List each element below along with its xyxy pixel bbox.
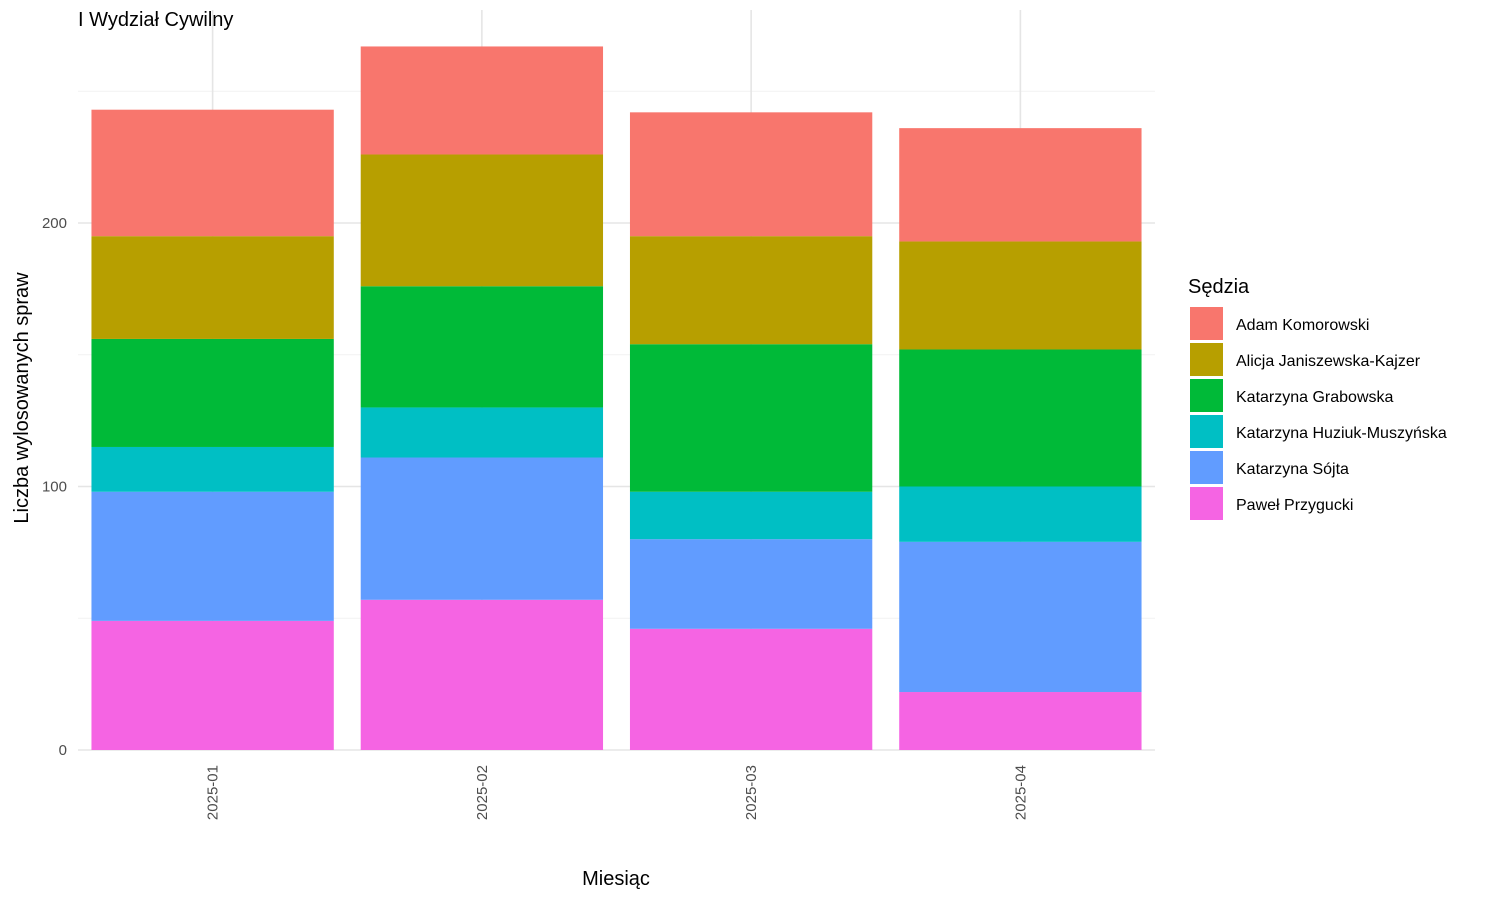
- bar-segment: [91, 236, 334, 339]
- legend: Sędzia Adam Komorowski Alicja Janiszewska…: [1188, 276, 1447, 520]
- bar-segment: [899, 241, 1142, 350]
- legend-swatch: [1190, 451, 1223, 484]
- bar-segment: [91, 446, 334, 492]
- bar-segment: [360, 46, 604, 155]
- bar-segment: [91, 491, 334, 621]
- legend-swatch: [1190, 343, 1223, 376]
- bar-segment: [91, 109, 334, 237]
- bar-segment: [899, 541, 1142, 693]
- bar-segment: [360, 457, 604, 600]
- legend-label: Alicja Janiszewska-Kajzer: [1236, 353, 1421, 370]
- legend-label: Katarzyna Huziuk-Muszyńska: [1236, 425, 1447, 442]
- bar-segment: [360, 286, 604, 408]
- legend-title: Sędzia: [1188, 276, 1250, 298]
- y-axis-ticks: 0 100 200: [42, 215, 67, 759]
- legend-label: Katarzyna Sójta: [1236, 461, 1349, 478]
- bar-segment: [360, 407, 604, 458]
- bar-segment: [899, 349, 1142, 487]
- legend-swatch: [1190, 487, 1223, 520]
- x-tick-label: 2025-01: [205, 765, 222, 820]
- x-tick-label: 2025-04: [1012, 765, 1029, 820]
- y-tick-label: 100: [42, 479, 67, 496]
- legend-swatch: [1190, 307, 1223, 340]
- bar-segment: [899, 692, 1142, 750]
- bar-segment: [899, 486, 1142, 542]
- bar-segment: [629, 344, 873, 492]
- bar-segment: [629, 491, 873, 540]
- x-tick-label: 2025-02: [474, 765, 491, 820]
- bar-segment: [629, 236, 873, 345]
- bars-layer: [91, 46, 1142, 750]
- legend-swatch: [1190, 379, 1223, 412]
- bar-segment: [360, 154, 604, 287]
- legend-swatch: [1190, 415, 1223, 448]
- x-tick-label: 2025-03: [743, 765, 760, 820]
- y-tick-label: 200: [42, 215, 67, 232]
- bar-segment: [899, 128, 1142, 242]
- bar-segment: [629, 539, 873, 629]
- bar-segment: [91, 620, 334, 750]
- legend-label: Adam Komorowski: [1236, 317, 1369, 334]
- x-axis-ticks: 2025-01 2025-02 2025-03 2025-04: [205, 765, 1030, 820]
- bar-segment: [629, 628, 873, 750]
- bar-segment: [360, 599, 604, 750]
- chart-title: I Wydział Cywilny: [78, 9, 233, 31]
- y-axis-title: Liczba wylosowanych spraw: [11, 272, 33, 524]
- bar-segment: [91, 338, 334, 447]
- x-axis-title: Miesiąc: [582, 868, 650, 890]
- legend-label: Katarzyna Grabowska: [1236, 389, 1394, 406]
- y-tick-label: 0: [59, 742, 67, 759]
- bar-segment: [629, 112, 873, 237]
- legend-label: Paweł Przygucki: [1236, 497, 1353, 514]
